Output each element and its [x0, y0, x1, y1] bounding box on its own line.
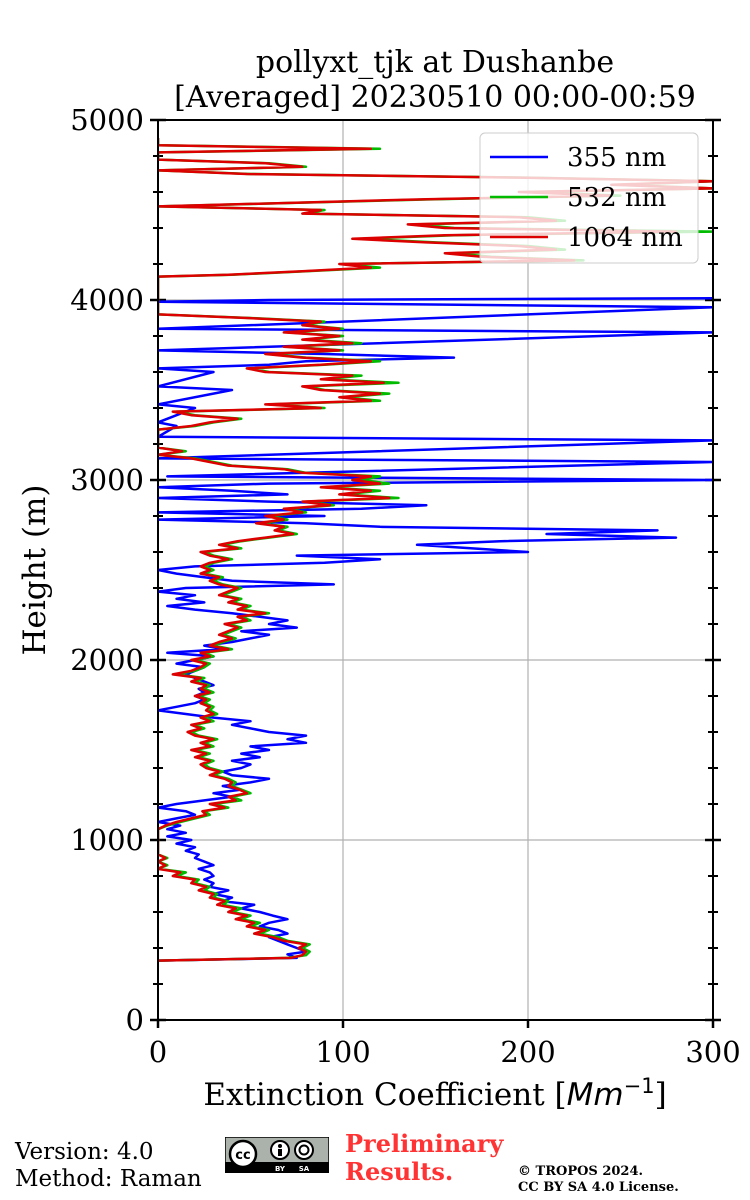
y-tick-label: 3000	[70, 463, 144, 497]
x-axis-label: Extinction Coefficient [Mm−1]	[203, 1074, 666, 1113]
y-axis-label: Height (m)	[17, 485, 53, 656]
svg-text:BY: BY	[275, 1165, 286, 1173]
version-text: Version: 4.0	[15, 1139, 154, 1165]
y-tick-label: 0	[126, 1003, 144, 1037]
x-tick-label: 200	[500, 1035, 555, 1069]
svg-text:cc: cc	[235, 1148, 250, 1163]
cc-license-badge: cc BY SA	[225, 1137, 329, 1173]
legend-label: 1064 nm	[567, 223, 683, 253]
y-tick-label: 1000	[70, 823, 144, 857]
copyright-line2: CC BY SA 4.0 License.	[518, 1180, 679, 1195]
series-line-355-nm	[158, 296, 713, 962]
y-tick-label: 4000	[70, 283, 144, 317]
x-tick-label: 0	[149, 1035, 167, 1069]
legend-label: 532 nm	[567, 183, 666, 213]
method-text: Method: Raman	[15, 1166, 202, 1192]
plot-frame	[157, 119, 714, 1021]
preliminary-line1: Preliminary	[345, 1129, 504, 1158]
y-tick-label: 5000	[70, 103, 144, 137]
cc-icon: cc	[228, 1139, 258, 1169]
x-tick-label: 300	[685, 1035, 740, 1069]
x-axis-label-unit: Mm	[567, 1077, 624, 1113]
x-axis-label-close: ]	[655, 1077, 667, 1113]
x-axis-label-text: Extinction Coefficient [	[203, 1077, 566, 1113]
y-tick-label: 2000	[70, 643, 144, 677]
svg-text:SA: SA	[299, 1165, 310, 1173]
y-tick-labels: 0 1000 2000 3000 4000 5000	[70, 103, 144, 1037]
legend-box	[479, 132, 699, 264]
copyright-line1: © TROPOS 2024.	[518, 1164, 644, 1179]
minor-ticks	[153, 155, 718, 985]
legend-label: 355 nm	[567, 143, 666, 173]
preliminary-line2: Results.	[345, 1157, 454, 1186]
by-icon: BY	[270, 1140, 290, 1173]
chart-title-line2: [Averaged] 20230510 00:00-00:59	[174, 80, 696, 115]
x-tick-labels: 0 100 200 300	[149, 1035, 741, 1069]
x-tick-label: 100	[315, 1035, 370, 1069]
x-axis-label-exponent: −1	[624, 1074, 655, 1098]
series-lines	[158, 138, 713, 962]
series-line-1064-nm	[158, 138, 713, 962]
sa-icon: SA	[294, 1140, 314, 1173]
legend: 355 nm 532 nm 1064 nm	[479, 132, 699, 264]
chart-title-line1: pollyxt_tjk at Dushanbe	[256, 45, 614, 80]
